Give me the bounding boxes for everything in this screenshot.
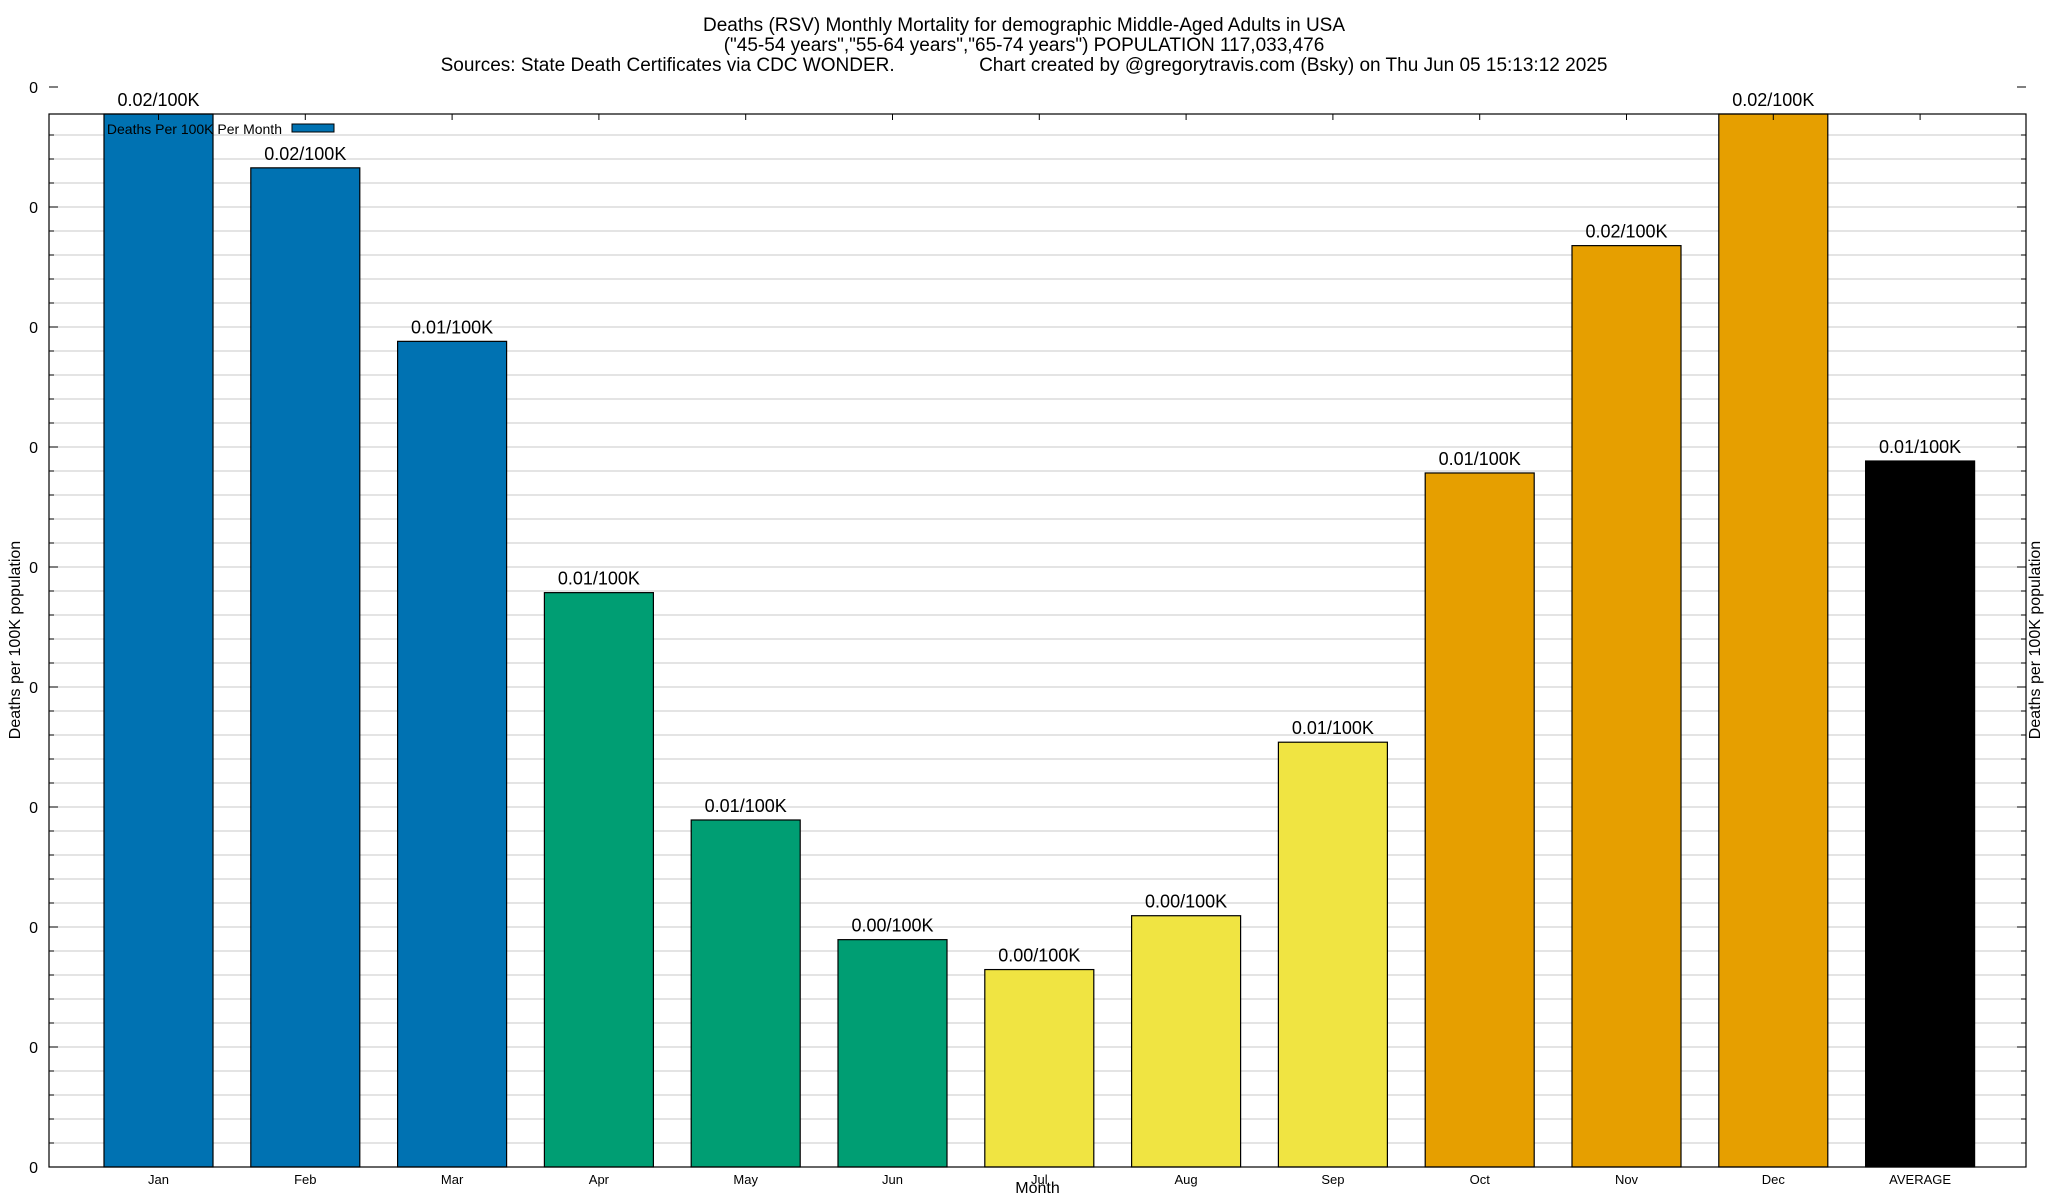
bar-nov (1571, 245, 1682, 1168)
data-label: 0.00/100K (1145, 892, 1227, 912)
data-label: 0.01/100K (1439, 449, 1521, 469)
y-tick-label: 0 (29, 200, 38, 217)
data-labels: 0.02/100K 0.02/100K 0.01/100K 0.01/100K 0.01… (117, 90, 1961, 966)
bar-jun (837, 939, 948, 1168)
plot-frame (48, 113, 2027, 1168)
y-tick-label: 0 (29, 920, 38, 937)
data-label: 0.01/100K (558, 569, 640, 589)
data-label: 0.01/100K (1879, 437, 1961, 457)
bar-dec (1718, 113, 1829, 1168)
y-tick-label: 0 (29, 1160, 38, 1177)
title-line-2: ("45-54 years","55-64 years","65-74 year… (724, 35, 1325, 56)
data-label: 0.02/100K (117, 90, 199, 110)
bar-sep (1277, 741, 1389, 1168)
bar-feb (250, 167, 361, 1168)
y-tick-label: 0 (29, 560, 38, 577)
y-axis-title-right: Deaths per 100K population (2027, 541, 2044, 739)
x-axis-title: Month (1015, 1180, 1059, 1197)
y-axis-title-left: Deaths per 100K population (7, 541, 24, 739)
x-tick-label: AVERAGE (1889, 1172, 1951, 1187)
bars (103, 113, 1976, 1168)
x-tick-label: Aug (1175, 1172, 1198, 1187)
bar-mar (397, 340, 508, 1168)
y-tick-label: 0 (29, 800, 38, 817)
legend-label: Deaths Per 100K Per Month (107, 121, 282, 137)
x-tick-label: Dec (1762, 1172, 1786, 1187)
bar-aug (1130, 915, 1242, 1168)
grid-lines (49, 134, 2026, 1144)
x-tick-label: Feb (294, 1172, 316, 1187)
x-axis-tick-labels: Jan Feb Mar Apr May Jun Jul Aug Sep Oct Nov Dec AVER… (148, 114, 1951, 1187)
legend: Deaths Per 100K Per Month (107, 121, 335, 137)
chart-title: Deaths (RSV) Monthly Mortality for demog… (441, 15, 1608, 76)
x-tick-label: Mar (441, 1172, 464, 1187)
x-tick-label: Nov (1615, 1172, 1639, 1187)
bar-apr (543, 592, 655, 1168)
bar-jan (103, 113, 214, 1168)
y-tick-label: 0 (29, 440, 38, 457)
x-tick-label: Jun (882, 1172, 903, 1187)
data-label: 0.02/100K (264, 144, 346, 164)
data-label: 0.02/100K (1585, 222, 1667, 242)
bar-jul (984, 968, 1095, 1168)
x-tick-label: Sep (1321, 1172, 1344, 1187)
data-label: 0.00/100K (851, 916, 933, 936)
y-axis-ticks: 0 0 0 0 0 0 0 0 0 0 (29, 80, 2026, 1177)
x-tick-label: Oct (1470, 1172, 1491, 1187)
legend-swatch (291, 123, 335, 133)
data-label: 0.01/100K (1292, 718, 1374, 738)
y-tick-label: 0 (29, 1040, 38, 1057)
x-tick-label: Apr (589, 1172, 610, 1187)
bar-oct (1424, 472, 1535, 1168)
x-tick-label: Jan (148, 1172, 169, 1187)
x-tick-label: Jul (1031, 1172, 1048, 1187)
data-label: 0.00/100K (998, 946, 1080, 966)
bar-may (690, 819, 801, 1168)
data-label: 0.01/100K (411, 317, 493, 337)
y-tick-label: 0 (29, 80, 38, 97)
data-label: 0.01/100K (705, 796, 787, 816)
bar-average (1864, 460, 1976, 1168)
title-line-3: Sources: State Death Certificates via CD… (441, 55, 1608, 76)
y-tick-label: 0 (29, 320, 38, 337)
data-label: 0.02/100K (1732, 90, 1814, 110)
y-tick-label: 0 (29, 680, 38, 697)
title-line-1: Deaths (RSV) Monthly Mortality for demog… (703, 15, 1345, 36)
x-tick-label: May (733, 1172, 758, 1187)
